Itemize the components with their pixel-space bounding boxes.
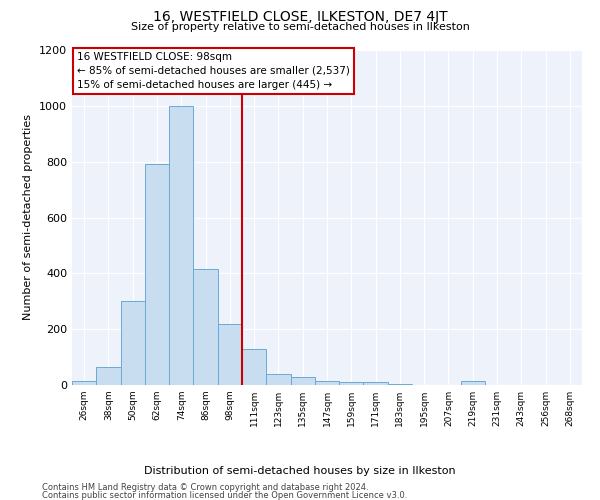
Bar [388, 384, 412, 385]
Text: 16 WESTFIELD CLOSE: 98sqm
← 85% of semi-detached houses are smaller (2,537)
15% : 16 WESTFIELD CLOSE: 98sqm ← 85% of semi-… [77, 52, 350, 90]
Bar [96, 367, 121, 385]
Text: Size of property relative to semi-detached houses in Ilkeston: Size of property relative to semi-detach… [131, 22, 469, 32]
Bar [290, 376, 315, 385]
Bar [145, 164, 169, 385]
Text: Contains HM Land Registry data © Crown copyright and database right 2024.: Contains HM Land Registry data © Crown c… [42, 483, 368, 492]
Bar [315, 381, 339, 385]
Bar [121, 301, 145, 385]
Bar [72, 381, 96, 385]
Bar [218, 324, 242, 385]
Bar [364, 382, 388, 385]
Bar [339, 382, 364, 385]
Bar [193, 269, 218, 385]
Y-axis label: Number of semi-detached properties: Number of semi-detached properties [23, 114, 34, 320]
Text: 16, WESTFIELD CLOSE, ILKESTON, DE7 4JT: 16, WESTFIELD CLOSE, ILKESTON, DE7 4JT [152, 10, 448, 24]
Text: Distribution of semi-detached houses by size in Ilkeston: Distribution of semi-detached houses by … [144, 466, 456, 476]
Bar [461, 381, 485, 385]
Bar [169, 106, 193, 385]
Text: Contains public sector information licensed under the Open Government Licence v3: Contains public sector information licen… [42, 491, 407, 500]
Bar [242, 348, 266, 385]
Bar [266, 374, 290, 385]
